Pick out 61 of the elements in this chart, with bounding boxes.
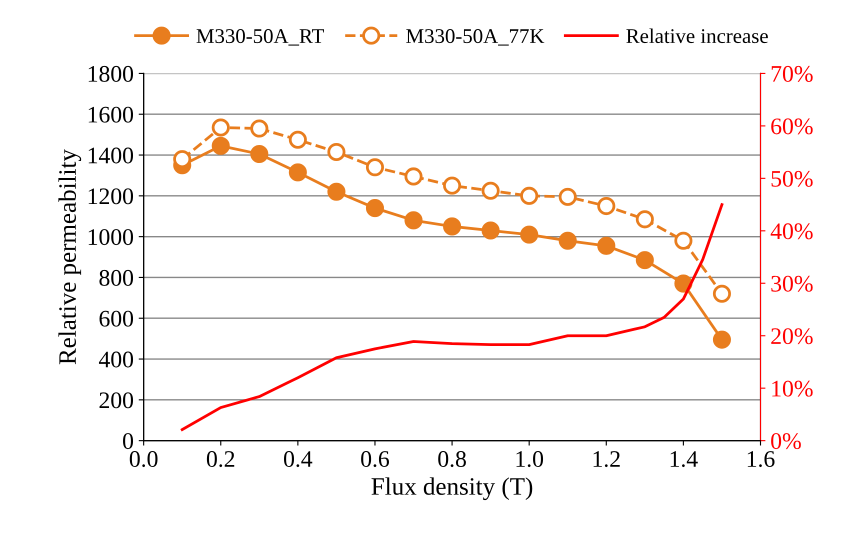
point [558, 188, 577, 206]
point [327, 142, 346, 162]
point [636, 210, 654, 228]
x-tick-label: 0.2 [206, 451, 234, 468]
y2-tick-label: 70% [772, 66, 813, 82]
point [288, 163, 307, 182]
point [558, 232, 577, 250]
y2-tick-label: 40% [770, 223, 813, 240]
point [482, 221, 500, 240]
point [674, 274, 692, 293]
point [366, 199, 384, 218]
x-axis-title: Flux density (T) [372, 477, 532, 500]
y-tick-label: 800 [99, 270, 134, 286]
y2-tick-label: 0% [771, 433, 801, 450]
point [443, 176, 462, 195]
x-tick-label: 0.6 [361, 451, 390, 468]
y-tick-label: 1200 [88, 188, 134, 204]
x-tick-label: 1.6 [748, 451, 775, 468]
y2-tick-label: 10% [772, 380, 813, 397]
point [520, 226, 538, 244]
point [597, 197, 616, 216]
x-tick-label: 1.2 [594, 451, 620, 468]
y2-tick-label: 50% [772, 170, 813, 187]
x-tick-label: 1.0 [516, 451, 544, 468]
point [212, 136, 230, 155]
line-series [180, 203, 724, 432]
y2-tick-label: 30% [771, 276, 813, 292]
point [597, 236, 616, 255]
y-tick-label: 1000 [88, 229, 134, 246]
legend-label: M330-50A_77K [406, 29, 544, 46]
legend-label: Relative increase [626, 28, 768, 44]
legend-label: M330-50A_RT [196, 29, 324, 46]
x-tick-label: 1.4 [670, 451, 698, 468]
point [288, 130, 307, 149]
point [712, 330, 731, 349]
point [520, 186, 538, 205]
point [366, 158, 384, 176]
point [404, 167, 423, 186]
x-tick-label: 0.8 [438, 451, 466, 468]
y-tick-label: 0 [123, 433, 134, 450]
point [250, 119, 268, 138]
y-tick-label: 400 [98, 352, 134, 368]
y-tick-label: 200 [100, 392, 134, 408]
y-axis-title: Relative permeability [58, 149, 82, 364]
point [327, 182, 346, 201]
point [443, 217, 462, 236]
point [712, 284, 731, 303]
point [404, 211, 423, 230]
x-tick-label: 0.4 [284, 451, 312, 468]
y2-tick-label: 60% [771, 118, 813, 134]
point [674, 232, 692, 250]
y-tick-label: 600 [100, 310, 134, 327]
y-tick-label: 1400 [88, 148, 134, 164]
y-tick-label: 1800 [88, 66, 134, 82]
y2-tick-label: 20% [771, 328, 813, 344]
y-tick-label: 1600 [88, 106, 134, 123]
x-tick-label: 0.0 [130, 451, 158, 468]
point [636, 251, 654, 270]
point [212, 118, 230, 137]
point [250, 144, 268, 164]
point [482, 182, 500, 200]
